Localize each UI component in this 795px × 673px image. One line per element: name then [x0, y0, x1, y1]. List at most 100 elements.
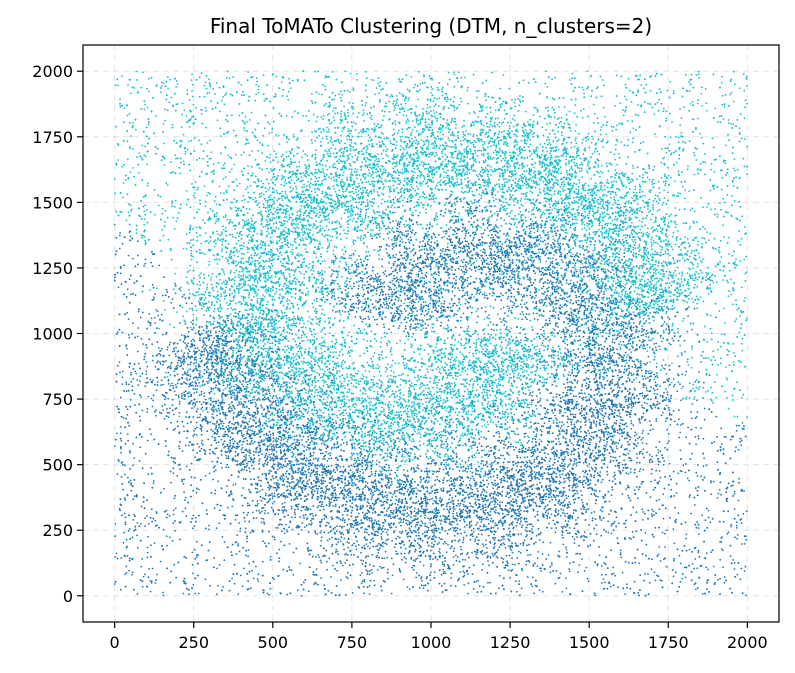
- cluster-0-point: [655, 454, 658, 457]
- cluster-0-point: [170, 481, 172, 484]
- cluster-1-point: [214, 222, 217, 225]
- cluster-1-point: [471, 306, 474, 309]
- cluster-0-point: [645, 387, 648, 389]
- cluster-1-point: [667, 277, 670, 280]
- cluster-1-point: [721, 75, 723, 78]
- cluster-1-point: [725, 366, 727, 368]
- cluster-1-point: [169, 78, 172, 81]
- cluster-0-point: [688, 479, 691, 482]
- cluster-1-point: [668, 143, 671, 146]
- cluster-1-point: [569, 129, 572, 132]
- cluster-1-point: [323, 270, 326, 273]
- cluster-0-point: [369, 541, 371, 544]
- cluster-0-point: [442, 468, 445, 471]
- cluster-0-point: [568, 570, 571, 573]
- cluster-0-point: [198, 349, 201, 352]
- cluster-1-point: [546, 150, 548, 153]
- cluster-0-point: [371, 473, 374, 475]
- cluster-0-point: [472, 531, 475, 533]
- cluster-0-point: [235, 553, 238, 555]
- cluster-0-point: [664, 546, 666, 548]
- cluster-1-point: [671, 325, 674, 327]
- cluster-1-point: [689, 103, 692, 105]
- cluster-0-point: [319, 438, 322, 441]
- cluster-0-point: [119, 509, 121, 512]
- cluster-0-point: [735, 521, 738, 524]
- cluster-0-point: [227, 466, 230, 468]
- cluster-1-point: [210, 151, 213, 154]
- cluster-0-point: [182, 425, 185, 428]
- cluster-1-point: [730, 78, 733, 81]
- cluster-1-point: [706, 341, 709, 343]
- cluster-1-point: [686, 360, 689, 363]
- cluster-1-point: [191, 73, 194, 76]
- cluster-0-point: [392, 563, 395, 566]
- cluster-1-point: [677, 327, 679, 330]
- cluster-1-point: [143, 154, 146, 157]
- cluster-0-point: [320, 530, 323, 532]
- cluster-0-point: [323, 584, 326, 587]
- cluster-1-point: [338, 93, 340, 95]
- cluster-1-point: [255, 93, 257, 96]
- cluster-1-point: [683, 106, 685, 108]
- cluster-1-point: [352, 374, 354, 377]
- cluster-0-point: [345, 441, 348, 444]
- cluster-1-point: [403, 223, 405, 226]
- cluster-1-point: [720, 81, 723, 84]
- cluster-0-point: [569, 386, 571, 388]
- cluster-1-point: [222, 164, 225, 167]
- cluster-0-point: [120, 557, 123, 559]
- cluster-1-point: [679, 124, 682, 127]
- cluster-1-point: [490, 215, 493, 218]
- cluster-0-point: [705, 552, 708, 555]
- cluster-0-point: [184, 496, 187, 499]
- cluster-0-point: [385, 543, 388, 545]
- cluster-0-point: [187, 330, 190, 333]
- cluster-0-point: [147, 535, 149, 538]
- cluster-1-point: [603, 376, 606, 379]
- cluster-1-point: [349, 153, 351, 156]
- cluster-1-point: [529, 319, 531, 322]
- cluster-0-point: [661, 580, 663, 582]
- cluster-1-point: [738, 133, 741, 136]
- cluster-1-point: [424, 300, 427, 303]
- cluster-1-point: [341, 309, 344, 312]
- cluster-1-point: [303, 277, 305, 279]
- cluster-1-point: [547, 372, 550, 375]
- cluster-1-point: [413, 376, 416, 379]
- cluster-1-point: [661, 246, 664, 249]
- cluster-0-point: [404, 561, 407, 564]
- cluster-1-point: [449, 128, 451, 131]
- cluster-0-point: [533, 492, 536, 495]
- cluster-0-point: [232, 484, 235, 486]
- cluster-1-point: [516, 353, 519, 356]
- cluster-1-point: [465, 184, 467, 187]
- cluster-1-point: [340, 384, 343, 387]
- cluster-1-point: [447, 242, 449, 245]
- cluster-1-point: [724, 162, 726, 165]
- cluster-0-point: [558, 550, 560, 553]
- cluster-1-point: [614, 148, 617, 151]
- cluster-1-point: [519, 216, 522, 219]
- cluster-0-point: [244, 520, 246, 523]
- cluster-1-point: [697, 70, 700, 73]
- cluster-1-point: [705, 271, 707, 274]
- cluster-1-point: [377, 77, 380, 80]
- cluster-1-point: [170, 249, 172, 252]
- cluster-1-point: [653, 355, 656, 358]
- cluster-0-point: [418, 574, 420, 577]
- cluster-1-point: [541, 126, 544, 128]
- cluster-1-point: [736, 168, 739, 171]
- cluster-1-point: [174, 199, 177, 202]
- cluster-0-point: [120, 283, 123, 286]
- cluster-1-point: [488, 314, 490, 317]
- cluster-1-point: [719, 202, 721, 205]
- cluster-1-point: [489, 342, 492, 345]
- cluster-0-point: [550, 448, 553, 451]
- cluster-1-point: [312, 226, 314, 229]
- cluster-1-point: [656, 101, 659, 104]
- cluster-0-point: [163, 417, 166, 420]
- cluster-1-point: [702, 142, 705, 145]
- cluster-0-point: [236, 454, 239, 457]
- cluster-1-point: [202, 158, 204, 160]
